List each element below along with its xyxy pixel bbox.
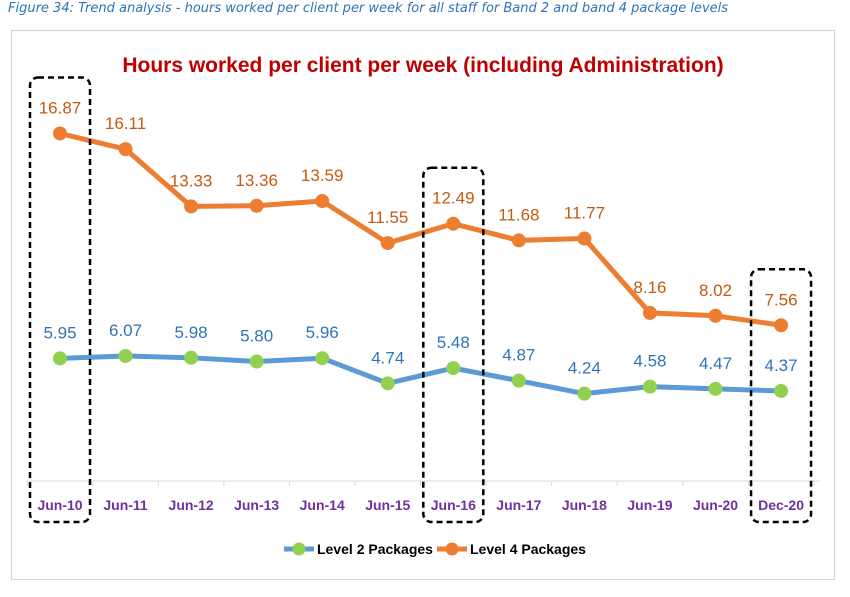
data-label: 8.02: [699, 281, 732, 300]
data-label: 4.24: [568, 359, 601, 378]
data-point: [53, 126, 67, 140]
data-label: 11.55: [367, 208, 408, 227]
chart-title: Hours worked per client per week (includ…: [122, 54, 723, 77]
data-label: 5.80: [240, 327, 273, 346]
data-point: [315, 194, 329, 208]
data-point: [512, 233, 526, 247]
data-point: [446, 361, 460, 375]
x-tick-label: Jun-11: [103, 497, 148, 513]
data-label: 11.68: [498, 205, 539, 224]
legend-label: Level 2 Packages: [317, 541, 433, 557]
data-point: [119, 142, 133, 156]
data-point: [709, 309, 723, 323]
legend-swatch-marker: [446, 543, 459, 556]
x-tick-label: Jun-15: [365, 497, 410, 513]
data-point: [250, 199, 264, 213]
legend-label: Level 4 Packages: [470, 541, 586, 557]
series-line-1: [60, 356, 781, 394]
data-label: 4.37: [765, 356, 798, 375]
data-point: [577, 232, 591, 246]
data-point: [512, 374, 526, 388]
data-label: 4.87: [502, 346, 535, 365]
x-tick-label: Jun-16: [431, 497, 476, 513]
data-point: [184, 351, 198, 365]
data-point: [643, 380, 657, 394]
data-point: [250, 355, 264, 369]
data-point: [381, 236, 395, 250]
legend-swatch-marker: [293, 543, 306, 556]
data-label: 16.87: [39, 98, 82, 117]
data-label: 6.07: [109, 321, 142, 340]
data-point: [446, 217, 460, 231]
data-label: 4.58: [633, 352, 666, 371]
data-point: [774, 384, 788, 398]
x-tick-label: Jun-10: [37, 497, 82, 513]
line-chart: Hours worked per client per week (includ…: [0, 0, 850, 597]
data-point: [643, 306, 657, 320]
data-point: [577, 387, 591, 401]
data-label: 11.77: [564, 204, 605, 223]
data-label: 16.11: [105, 114, 146, 133]
series-line-2: [60, 133, 781, 325]
x-tick-label: Jun-19: [627, 497, 672, 513]
x-tick-label: Dec-20: [758, 497, 804, 513]
data-label: 12.49: [432, 189, 475, 208]
data-label: 5.48: [437, 333, 470, 352]
data-label: 7.56: [765, 290, 798, 309]
data-label: 13.33: [170, 171, 213, 190]
data-point: [119, 349, 133, 363]
data-point: [709, 382, 723, 396]
x-tick-label: Jun-12: [169, 497, 214, 513]
data-label: 13.59: [301, 166, 344, 185]
data-label: 8.16: [633, 278, 666, 297]
x-tick-label: Jun-13: [234, 497, 279, 513]
x-tick-label: Jun-20: [693, 497, 738, 513]
data-point: [774, 318, 788, 332]
x-tick-label: Jun-17: [496, 497, 541, 513]
data-label: 5.95: [43, 323, 76, 342]
data-point: [53, 351, 67, 365]
highlight-box: [30, 77, 90, 522]
data-label: 5.98: [175, 323, 208, 342]
data-label: 4.47: [699, 354, 732, 373]
data-label: 13.36: [235, 171, 278, 190]
data-label: 5.96: [306, 323, 339, 342]
data-point: [381, 376, 395, 390]
data-point: [315, 351, 329, 365]
data-point: [184, 199, 198, 213]
x-tick-label: Jun-14: [300, 497, 345, 513]
data-label: 4.74: [371, 348, 404, 367]
x-tick-label: Jun-18: [562, 497, 607, 513]
